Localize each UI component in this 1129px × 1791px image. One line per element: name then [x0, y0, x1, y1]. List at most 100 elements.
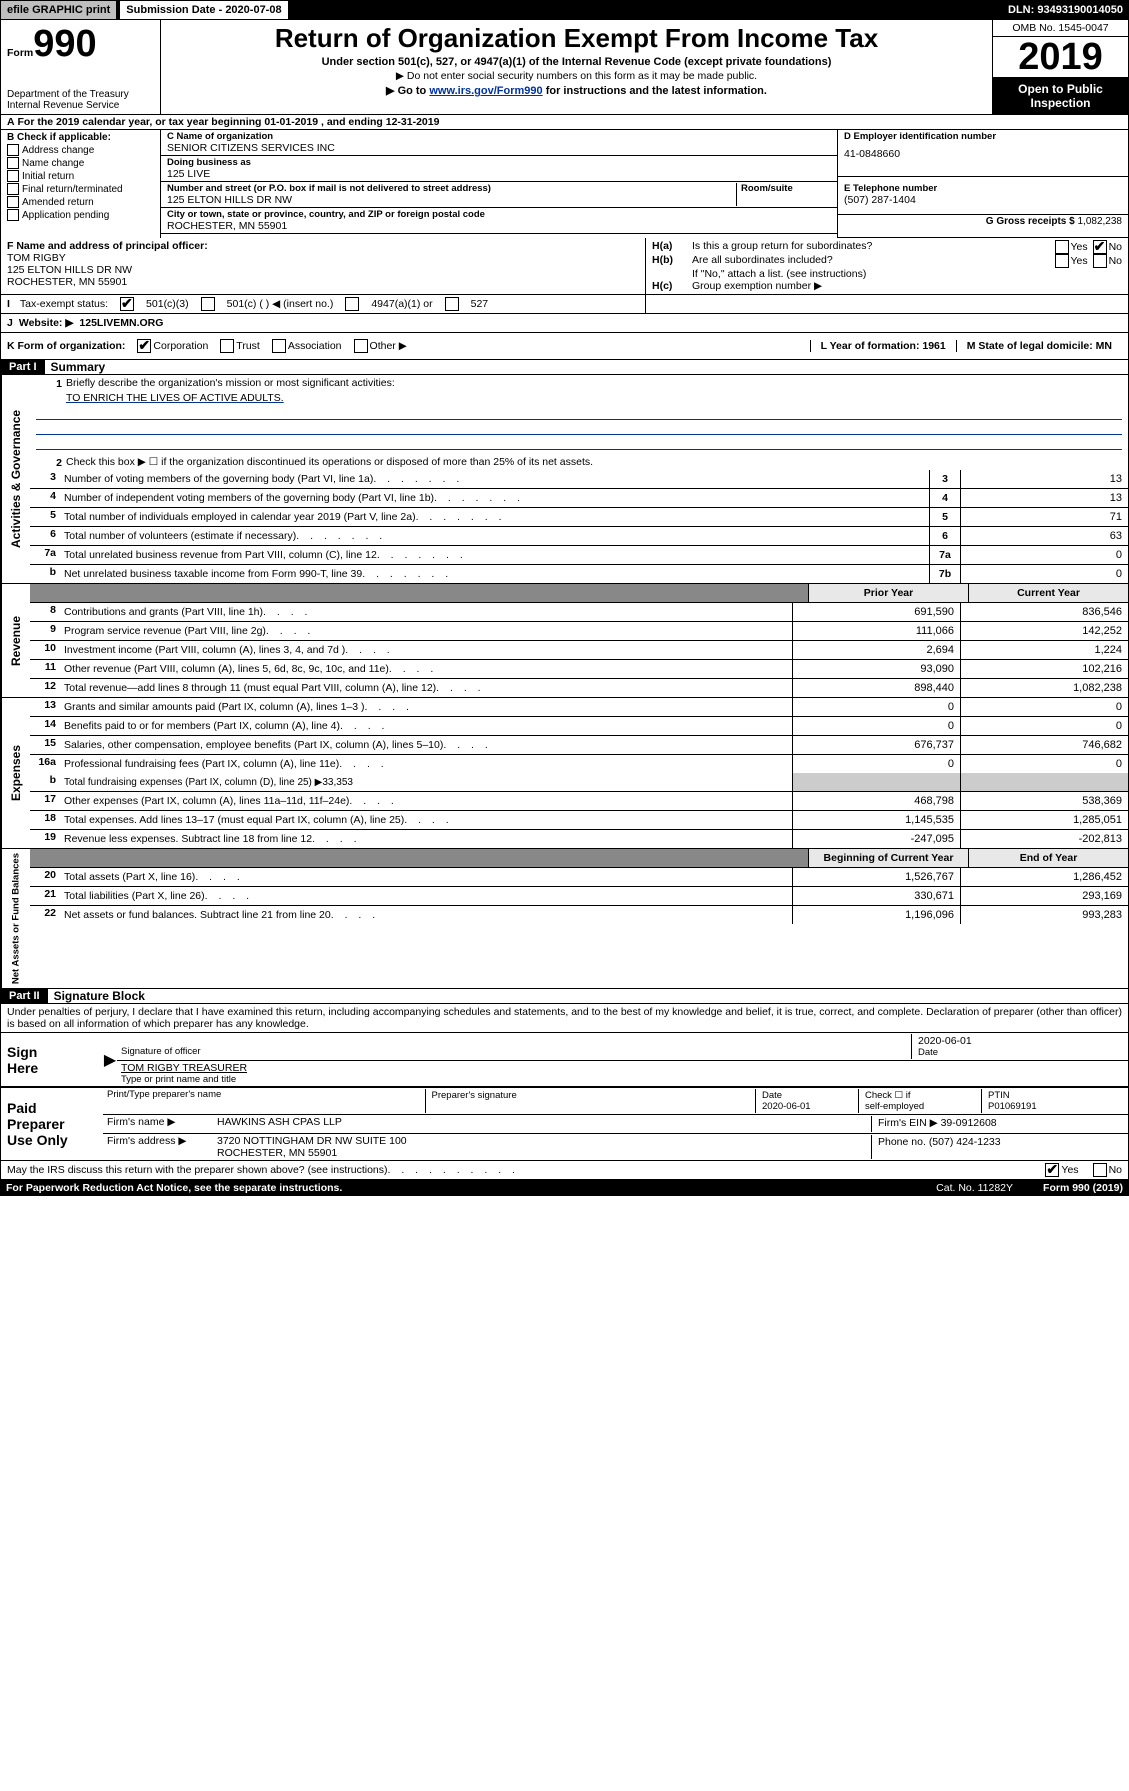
data-line-row: 13 Grants and similar amounts paid (Part… [30, 698, 1128, 717]
opt-4947: 4947(a)(1) or [371, 298, 432, 310]
ha-yes-checkbox[interactable] [1055, 240, 1069, 254]
line-desc: Total liabilities (Part X, line 26) . . … [60, 887, 792, 905]
data-line-row: 19 Revenue less expenses. Subtract line … [30, 830, 1128, 848]
ha-no-checkbox[interactable] [1093, 240, 1107, 254]
row-klm: K Form of organization: Corporation Trus… [0, 333, 1129, 360]
firm-name-value: HAWKINS ASH CPAS LLP [217, 1116, 871, 1132]
firm-addr-label: Firm's address ▶ [107, 1135, 217, 1159]
row-i: I Tax-exempt status: 501(c)(3) 501(c) ( … [0, 295, 1129, 314]
efile-toolbar: efile GRAPHIC print Submission Date - 20… [0, 0, 1129, 20]
current-value: 1,224 [960, 641, 1128, 659]
chk-initial-return[interactable]: Initial return [7, 170, 154, 182]
current-value: 142,252 [960, 622, 1128, 640]
trust-checkbox[interactable] [220, 339, 234, 353]
tax-year: 2019 [993, 37, 1128, 78]
line-desc: Benefits paid to or for members (Part IX… [60, 717, 792, 735]
firm-phone-label: Phone no. [878, 1136, 926, 1148]
chk-label: Initial return [22, 171, 74, 182]
current-value: 993,283 [960, 906, 1128, 924]
chk-label: Name change [22, 158, 84, 169]
discuss-row: May the IRS discuss this return with the… [0, 1161, 1129, 1180]
paid-preparer-label: Paid Preparer Use Only [1, 1088, 103, 1160]
prior-value: 0 [792, 755, 960, 773]
part1-header: Part I Summary [0, 360, 1129, 375]
line-desc: Total fundraising expenses (Part IX, col… [60, 773, 792, 791]
line-num: 20 [30, 868, 60, 886]
line-desc: Total number of individuals employed in … [60, 508, 929, 526]
blank-line [36, 435, 1122, 450]
part2-label: Part II [1, 989, 48, 1003]
section-bcde: B Check if applicable: Address change Na… [0, 130, 1129, 238]
data-line-row: 21 Total liabilities (Part X, line 26) .… [30, 887, 1128, 906]
line-box: 7b [929, 565, 960, 583]
paid-preparer-section: Paid Preparer Use Only Print/Type prepar… [0, 1087, 1129, 1161]
self-employed-check[interactable]: Check ☐ if [865, 1090, 975, 1101]
line-desc: Net assets or fund balances. Subtract li… [60, 906, 792, 924]
501c-checkbox[interactable] [201, 297, 215, 311]
irs-link[interactable]: www.irs.gov/Form990 [429, 85, 542, 97]
assoc-checkbox[interactable] [272, 339, 286, 353]
prior-value: 2,694 [792, 641, 960, 659]
501c3-checkbox[interactable] [120, 297, 134, 311]
arrow-icon: ▶ [103, 1033, 117, 1086]
end-year-header: End of Year [968, 849, 1128, 867]
sign-here-section: Sign Here ▶ Signature of officer 2020-06… [0, 1032, 1129, 1087]
line-desc: Total unrelated business revenue from Pa… [60, 546, 929, 564]
line-desc: Professional fundraising fees (Part IX, … [60, 755, 792, 773]
hb-yes-checkbox[interactable] [1055, 254, 1069, 268]
gov-line-row: 7a Total unrelated business revenue from… [30, 546, 1128, 565]
line-value: 13 [960, 470, 1128, 488]
current-value: 1,082,238 [960, 679, 1128, 697]
discuss-no-checkbox[interactable] [1093, 1163, 1107, 1177]
current-value: 0 [960, 755, 1128, 773]
discuss-yes-checkbox[interactable] [1045, 1163, 1059, 1177]
line-num: 14 [30, 717, 60, 735]
data-line-row: 12 Total revenue—add lines 8 through 11 … [30, 679, 1128, 697]
chk-name-change[interactable]: Name change [7, 157, 154, 169]
declaration-text: Under penalties of perjury, I declare th… [0, 1004, 1129, 1032]
line2-num: 2 [36, 456, 66, 470]
chk-amended[interactable]: Amended return [7, 196, 154, 208]
chk-final-return[interactable]: Final return/terminated [7, 183, 154, 195]
part2-title: Signature Block [48, 989, 145, 1003]
sub3-post: for instructions and the latest informat… [543, 85, 767, 97]
line-box: 6 [929, 527, 960, 545]
data-line-row: 18 Total expenses. Add lines 13–17 (must… [30, 811, 1128, 830]
current-value: 746,682 [960, 736, 1128, 754]
efile-graphic-btn[interactable]: efile GRAPHIC print [0, 0, 117, 20]
ptin-label: PTIN [988, 1090, 1118, 1101]
current-value: 293,169 [960, 887, 1128, 905]
box-f: F Name and address of principal officer:… [1, 238, 646, 294]
state-domicile: M State of legal domicile: MN [956, 340, 1122, 352]
i-label: I [7, 298, 10, 310]
data-line-row: 10 Investment income (Part VIII, column … [30, 641, 1128, 660]
governance-section: Activities & Governance 1 Briefly descri… [0, 375, 1129, 584]
gross-receipts-label: G Gross receipts $ [986, 216, 1075, 227]
prior-value: 0 [792, 717, 960, 735]
data-line-row: 22 Net assets or fund balances. Subtract… [30, 906, 1128, 924]
corp-checkbox[interactable] [137, 339, 151, 353]
line-desc: Investment income (Part VIII, column (A)… [60, 641, 792, 659]
other-checkbox[interactable] [354, 339, 368, 353]
prior-value: 1,145,535 [792, 811, 960, 829]
chk-label: Final return/terminated [22, 184, 123, 195]
blank-cell [960, 773, 1128, 791]
side-label-netassets: Net Assets or Fund Balances [1, 849, 30, 988]
data-line-row: 8 Contributions and grants (Part VIII, l… [30, 603, 1128, 622]
chk-application-pending[interactable]: Application pending [7, 209, 154, 221]
line-num: 18 [30, 811, 60, 829]
line-box: 3 [929, 470, 960, 488]
yes-label: Yes [1061, 1164, 1078, 1176]
hb-no-checkbox[interactable] [1093, 254, 1107, 268]
527-checkbox[interactable] [445, 297, 459, 311]
line1-text: Briefly describe the organization's miss… [66, 377, 395, 391]
side-label-expenses: Expenses [1, 698, 30, 848]
line-num: 5 [30, 508, 60, 526]
prior-value: 691,590 [792, 603, 960, 621]
addr-label: Number and street (or P.O. box if mail i… [167, 183, 736, 194]
firm-addr1: 3720 NOTTINGHAM DR NW SUITE 100 [217, 1135, 871, 1147]
4947-checkbox[interactable] [345, 297, 359, 311]
chk-address-change[interactable]: Address change [7, 144, 154, 156]
data-line-row: 9 Program service revenue (Part VIII, li… [30, 622, 1128, 641]
line-num: 6 [30, 527, 60, 545]
